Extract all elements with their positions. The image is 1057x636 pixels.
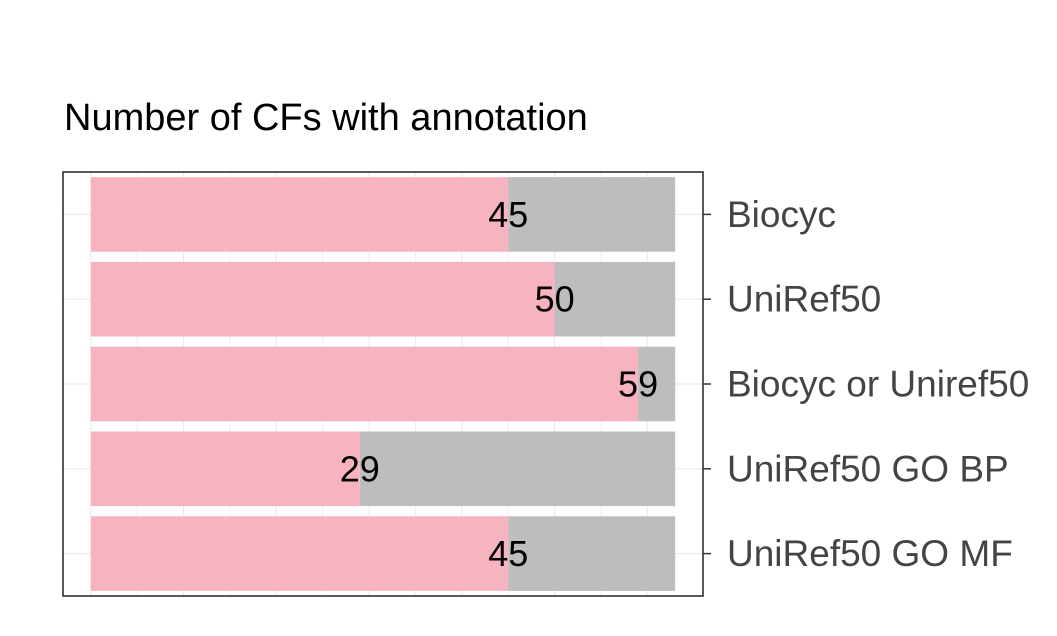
data-label: 45 bbox=[488, 533, 528, 574]
category-axis: Biocyc UniRef50 Biocyc or Uniref50 UniRef50… bbox=[703, 194, 1029, 574]
category-label: UniRef50 GO MF bbox=[727, 533, 1013, 574]
bar-segment-annotated bbox=[90, 261, 555, 337]
category-label: UniRef50 bbox=[727, 279, 881, 320]
data-label: 29 bbox=[340, 448, 380, 489]
chart-title: Number of CFs with annotation bbox=[64, 97, 588, 139]
bar-segment-annotated bbox=[90, 346, 639, 422]
bars-group bbox=[90, 177, 676, 591]
bar-segment-remainder bbox=[638, 346, 676, 422]
bar-segment-remainder bbox=[359, 431, 676, 507]
bar-segment-annotated bbox=[90, 177, 509, 252]
data-label: 50 bbox=[535, 279, 575, 320]
category-label: Biocyc bbox=[727, 194, 836, 235]
bar-segment-remainder bbox=[554, 261, 676, 337]
bar-segment-annotated bbox=[90, 516, 509, 591]
data-label: 45 bbox=[488, 194, 528, 235]
bar-segment-annotated bbox=[90, 431, 360, 507]
value-labels-group: 45 50 59 29 45 bbox=[340, 194, 658, 574]
category-label: UniRef50 GO BP bbox=[727, 448, 1009, 489]
bar-segment-remainder bbox=[508, 177, 676, 252]
data-label: 59 bbox=[618, 364, 658, 405]
category-label: Biocyc or Uniref50 bbox=[727, 364, 1029, 405]
bar-segment-remainder bbox=[508, 516, 676, 591]
